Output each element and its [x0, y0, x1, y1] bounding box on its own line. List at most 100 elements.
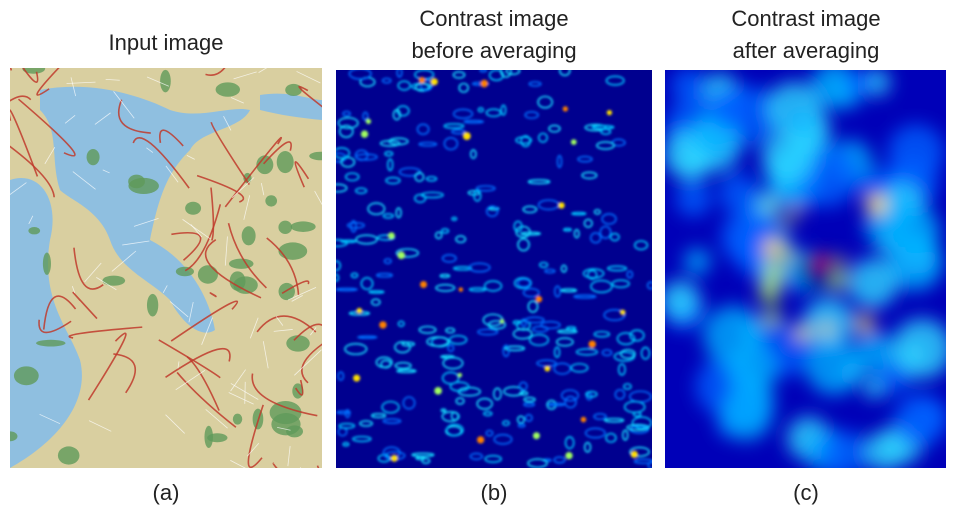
map-park	[58, 446, 80, 464]
contrast-peak	[571, 139, 577, 145]
map-park	[277, 151, 294, 173]
averaged-peak	[764, 309, 779, 324]
averaged-blob	[848, 258, 898, 308]
map-park	[102, 276, 125, 286]
contrast-peak	[581, 417, 587, 423]
averaged-blob	[888, 124, 945, 181]
averaged-peak	[767, 201, 776, 210]
contrast-peak	[458, 373, 462, 377]
panel-caption: (a)	[153, 480, 180, 505]
panel-title: before averaging	[411, 38, 576, 63]
averaged-blob	[719, 173, 759, 213]
contrast-peak	[589, 341, 596, 348]
panel-title: after averaging	[733, 38, 880, 63]
contrast-peak	[477, 436, 484, 443]
contrast-peak	[397, 252, 405, 260]
averaged-peak	[781, 218, 791, 228]
averaged-blob	[671, 68, 706, 103]
map-park	[176, 267, 194, 276]
map-park	[278, 242, 307, 259]
map-park	[36, 340, 65, 347]
map-park	[216, 82, 240, 96]
contrast-peak	[563, 106, 568, 111]
panel-title: Input image	[109, 30, 224, 55]
averaged-blob	[894, 394, 946, 446]
contrast-peak	[388, 232, 395, 239]
averaged-blob	[761, 131, 815, 185]
map-park	[309, 152, 332, 161]
contrast-peak	[565, 452, 572, 459]
contrast-peak	[535, 296, 542, 303]
averaged-blob	[684, 248, 711, 275]
contrast-peak	[631, 451, 638, 458]
map-park	[198, 265, 218, 283]
map-road	[0, 62, 11, 130]
contrast-peak	[459, 287, 463, 291]
contrast-peak	[353, 375, 360, 382]
panel-caption: (b)	[481, 480, 508, 505]
contrast-peak	[533, 432, 540, 439]
contrast-before-image	[327, 65, 656, 468]
averaged-peak	[782, 249, 794, 261]
contrast-peak	[366, 119, 371, 124]
averaged-blob	[864, 431, 905, 472]
figure: Input image (a) Contrast image before avera…	[0, 0, 963, 508]
contrast-peak	[463, 132, 471, 140]
contrast-peak	[434, 387, 442, 395]
map-street	[300, 467, 307, 480]
averaged-blob	[675, 181, 711, 217]
averaged-blob	[863, 378, 884, 399]
contrast-peak	[419, 77, 425, 83]
averaged-peak	[764, 240, 782, 258]
map-park	[87, 149, 100, 165]
map-park	[3, 431, 18, 441]
map-park	[147, 294, 158, 317]
averaged-blob	[720, 389, 772, 441]
panel-caption: (c)	[793, 480, 819, 505]
averaged-blob	[660, 280, 701, 321]
averaged-peak	[766, 264, 783, 281]
averaged-peak	[867, 195, 886, 214]
map-park	[160, 70, 171, 93]
contrast-peak	[357, 308, 363, 314]
input-map-image	[0, 21, 376, 508]
map-park	[28, 227, 40, 234]
averaged-blob	[892, 318, 953, 379]
averaged-peak	[796, 326, 809, 339]
averaged-blob	[721, 209, 778, 266]
averaged-blob	[788, 108, 815, 135]
averaged-peak	[760, 282, 779, 301]
averaged-blob	[819, 430, 868, 479]
averaged-blob	[739, 316, 766, 343]
contrast-peak	[544, 366, 550, 372]
contrast-peak	[379, 321, 386, 328]
panel-title: Contrast image	[731, 6, 880, 31]
averaged-peak	[857, 316, 873, 332]
averaged-peak	[791, 209, 800, 218]
map-park	[265, 195, 277, 206]
contrast-peak	[500, 319, 504, 323]
map-park	[204, 426, 213, 448]
contrast-peak	[620, 310, 625, 315]
map-park	[291, 221, 316, 232]
contrast-peak	[391, 455, 398, 462]
map-park	[285, 84, 302, 96]
averaged-blob	[709, 88, 751, 130]
averaged-blob	[845, 69, 873, 97]
map-park	[229, 259, 254, 269]
contrast-peak	[361, 130, 368, 137]
contrast-peak	[607, 110, 612, 115]
map-park	[128, 175, 145, 189]
averaged-peak	[821, 324, 832, 335]
averaged-hole	[798, 252, 842, 288]
map-park	[43, 252, 51, 274]
figure-canvas: Input image (a) Contrast image before avera…	[0, 0, 963, 508]
contrast-peak	[481, 80, 489, 88]
map-park	[270, 401, 302, 424]
contrast-after-image	[660, 61, 952, 479]
map-park	[14, 366, 39, 385]
contrast-peak	[558, 202, 564, 208]
panel-title: Contrast image	[419, 6, 568, 31]
averaged-blob	[806, 340, 862, 396]
averaged-blob	[893, 206, 940, 253]
